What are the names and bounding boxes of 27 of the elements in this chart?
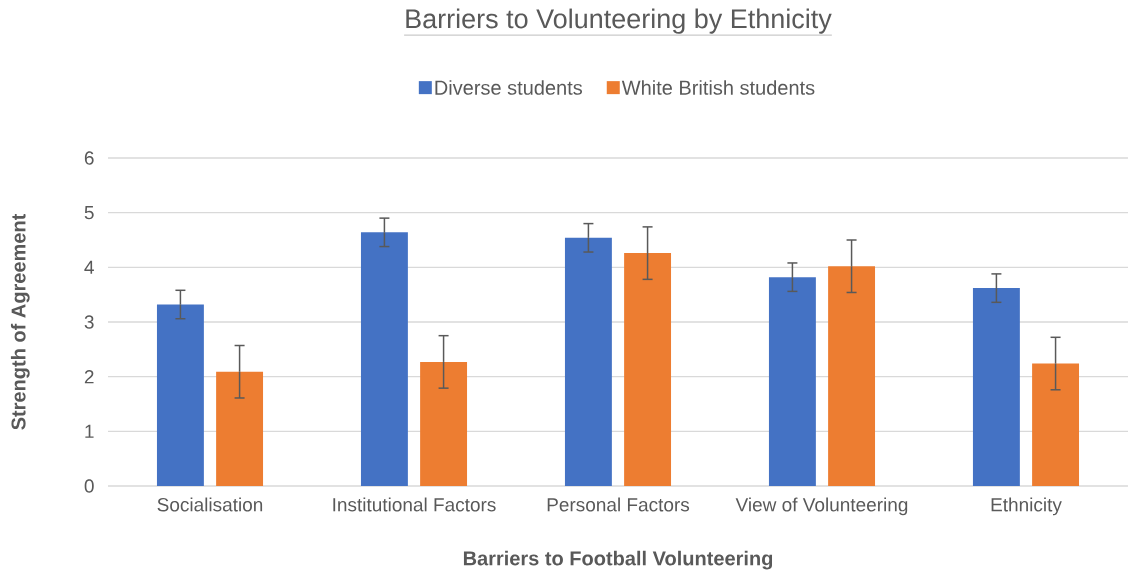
legend-label: White British students (621, 80, 815, 95)
y-axis-title: Strength of Agreement (10, 214, 30, 430)
legend-label: Diverse students (435, 80, 583, 95)
y-tick-label: 4 (84, 260, 94, 274)
y-tick-label: 2 (84, 370, 94, 384)
bar (768, 277, 816, 487)
y-tick-label: 3 (84, 315, 94, 329)
x-tick-label: Institutional Factors (333, 497, 496, 512)
bar (828, 266, 876, 487)
bar (1032, 363, 1080, 487)
bar (216, 371, 264, 487)
x-tick-label: Socialisation (157, 497, 263, 512)
x-axis-title: Barriers to Football Volunteering (463, 550, 773, 570)
x-tick-label: Personal Factors (547, 497, 690, 512)
y-tick-label: 1 (85, 424, 94, 438)
y-tick-label: 0 (84, 479, 94, 493)
x-tick-label: View of Volunteering (735, 497, 908, 516)
x-tick-label: Ethnicity (991, 497, 1062, 516)
bar (972, 288, 1020, 487)
bar (420, 362, 468, 487)
y-tick-label: 5 (84, 206, 94, 220)
bar (360, 232, 408, 487)
bar (156, 304, 204, 487)
chart-title: Barriers to Volunteering by Ethnicity (406, 8, 832, 34)
bar (624, 253, 672, 487)
bar (564, 237, 612, 487)
y-tick-label: 6 (84, 151, 94, 165)
